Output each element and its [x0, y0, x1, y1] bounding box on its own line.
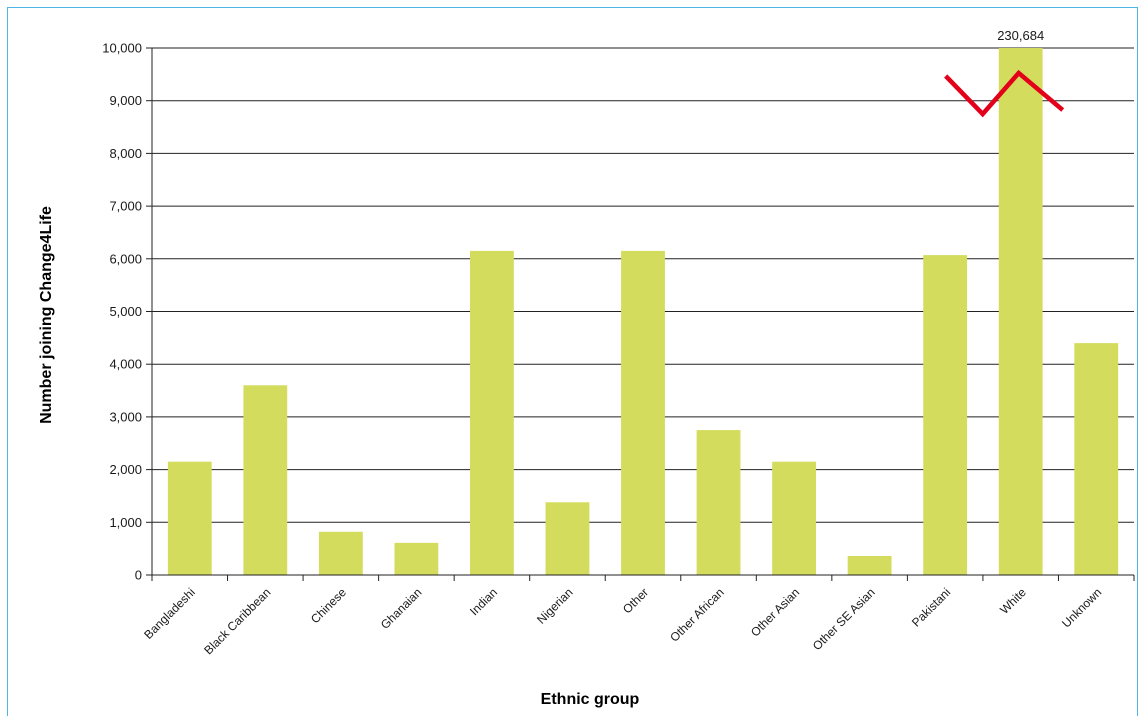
bar	[243, 385, 288, 575]
x-tick-label: Unknown	[1059, 585, 1104, 630]
y-tick-label: 0	[135, 568, 142, 583]
data-label: 230,684	[997, 28, 1044, 43]
bar	[772, 461, 816, 575]
y-tick-label: 3,000	[109, 409, 142, 424]
y-tick-label: 7,000	[109, 199, 142, 214]
x-axis-title: Ethnic group	[541, 691, 640, 708]
y-tick-label: 4,000	[109, 357, 142, 372]
y-tick-label: 9,000	[109, 93, 142, 108]
y-tick-labels: 0 1,000 2,000 3,000 4,000 5,000 6,000 7,000 8,00…	[102, 41, 142, 583]
annotations: 230,684	[944, 28, 1065, 118]
bar	[1074, 343, 1119, 575]
y-tick-label: 2,000	[109, 462, 142, 477]
y-tick-label: 6,000	[109, 251, 142, 266]
y-tick-label: 8,000	[109, 146, 142, 161]
x-tick-label: Ghanaian	[378, 585, 425, 632]
x-tick-label: Chinese	[308, 585, 349, 626]
bar	[621, 250, 665, 575]
axis-break-marker	[944, 69, 1065, 118]
bar	[394, 542, 439, 575]
bar	[923, 255, 968, 575]
bars	[167, 48, 1119, 575]
bar	[167, 461, 212, 575]
x-tick-label: Other	[620, 585, 651, 616]
x-tick-label: Black Caribbean	[201, 585, 273, 657]
y-axis-title: Number joining Change4Life	[38, 206, 55, 424]
x-tick-label: Pakistani	[909, 585, 953, 629]
bar	[545, 502, 590, 575]
x-tick-labels: Bangladeshi Black Caribbean Chinese Ghanaia…	[141, 585, 1104, 657]
x-tick-label: Other Asian	[748, 585, 802, 639]
x-tick-label: White	[997, 585, 1029, 617]
chart-frame	[7, 7, 1138, 716]
x-tick-label: Nigerian	[534, 585, 576, 627]
y-tick-label: 1,000	[109, 515, 142, 530]
x-tick-label: Bangladeshi	[141, 585, 198, 642]
bar	[318, 531, 363, 575]
x-tick-label: Indian	[467, 585, 500, 618]
bar	[847, 556, 892, 575]
axes	[146, 47, 1135, 581]
bar	[470, 250, 514, 575]
bar	[696, 430, 741, 575]
x-tick-label: Other SE Asian	[810, 585, 878, 653]
y-tick-label: 5,000	[109, 304, 142, 319]
y-tick-label: 10,000	[102, 41, 142, 56]
x-tick-label: Other African	[667, 585, 726, 644]
bar	[998, 48, 1043, 575]
